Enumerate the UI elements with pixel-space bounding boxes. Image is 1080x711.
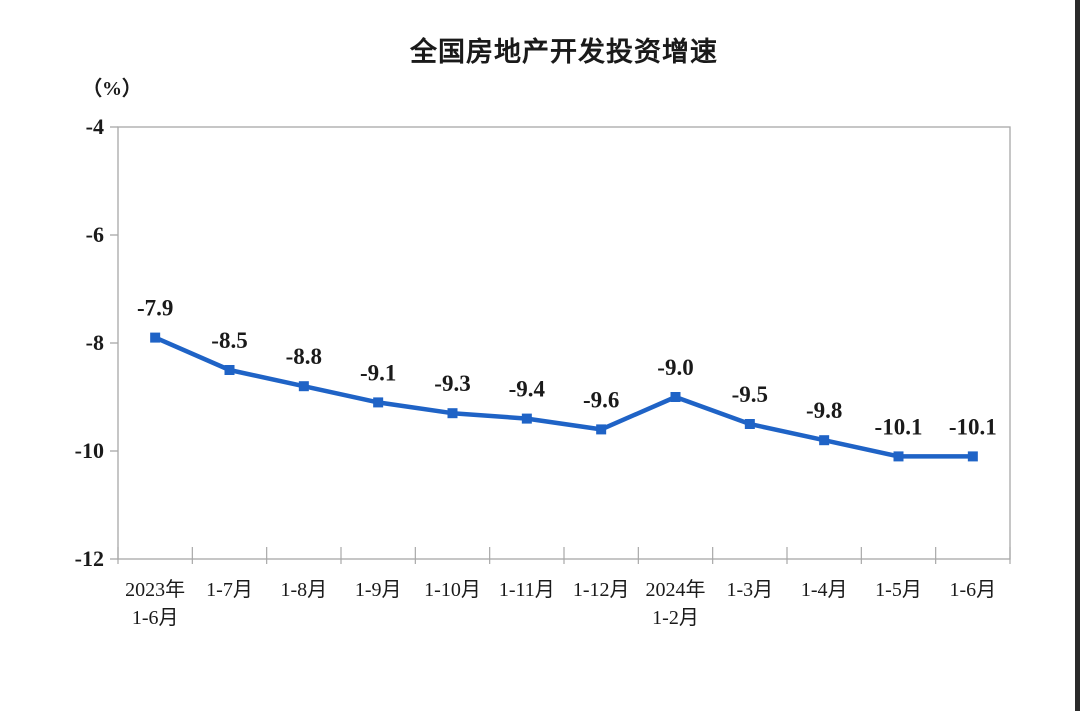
- y-tick-label: -12: [75, 546, 104, 571]
- y-tick-label: -6: [86, 222, 104, 247]
- data-point-marker: [447, 408, 458, 419]
- data-point-marker: [819, 435, 830, 446]
- x-tick-label: 1-7月: [206, 579, 253, 601]
- y-tick-label: -4: [86, 114, 104, 139]
- x-tick-label: 1-2月: [652, 607, 699, 629]
- x-tick-label: 1-6月: [132, 607, 179, 629]
- data-point-label: -10.1: [875, 414, 923, 439]
- data-point-label: -9.6: [583, 387, 619, 412]
- x-tick-label: 1-4月: [801, 579, 848, 601]
- data-point-marker: [893, 451, 904, 462]
- y-axis-unit-label: （%）: [82, 78, 142, 100]
- data-point-label: -8.5: [211, 328, 247, 353]
- x-tick-label: 1-12月: [573, 579, 630, 601]
- data-point-marker: [967, 451, 978, 462]
- data-point-marker: [150, 332, 161, 343]
- x-tick-label: 2023年: [125, 578, 185, 601]
- data-point-label: -9.1: [360, 360, 396, 385]
- chart-title: 全国房地产开发投资增速: [410, 37, 718, 67]
- data-point-label: -9.3: [434, 371, 470, 396]
- data-point-label: -9.8: [806, 398, 842, 423]
- x-tick-label: 2024年: [646, 578, 706, 601]
- x-tick-label: 1-10月: [424, 579, 481, 601]
- data-point-marker: [670, 392, 681, 402]
- y-tick-label: -10: [75, 438, 104, 463]
- data-point-marker: [596, 424, 607, 435]
- data-point-label: -9.4: [509, 377, 546, 402]
- data-point-label: -9.5: [732, 382, 768, 407]
- data-point-label: -10.1: [949, 414, 997, 439]
- data-point-marker: [224, 365, 235, 375]
- data-point-marker: [298, 381, 309, 392]
- y-tick-label: -8: [86, 330, 104, 355]
- x-tick-label: 1-6月: [949, 579, 996, 601]
- data-point-label: -9.0: [657, 355, 693, 380]
- data-point-label: -7.9: [137, 296, 173, 321]
- data-point-label: -8.8: [286, 344, 322, 369]
- x-tick-label: 1-9月: [355, 579, 402, 601]
- plot-area-border: [117, 126, 1011, 560]
- x-tick-label: 1-8月: [280, 579, 327, 601]
- x-tick-label: 1-5月: [875, 579, 922, 601]
- series-line: [152, 335, 976, 459]
- x-tick-label: 1-11月: [499, 579, 555, 601]
- x-tick-label: 1-3月: [726, 579, 773, 601]
- data-point-marker: [521, 413, 532, 424]
- data-point-marker: [373, 397, 384, 408]
- data-point-marker: [744, 419, 755, 429]
- window-right-edge: [1075, 0, 1080, 711]
